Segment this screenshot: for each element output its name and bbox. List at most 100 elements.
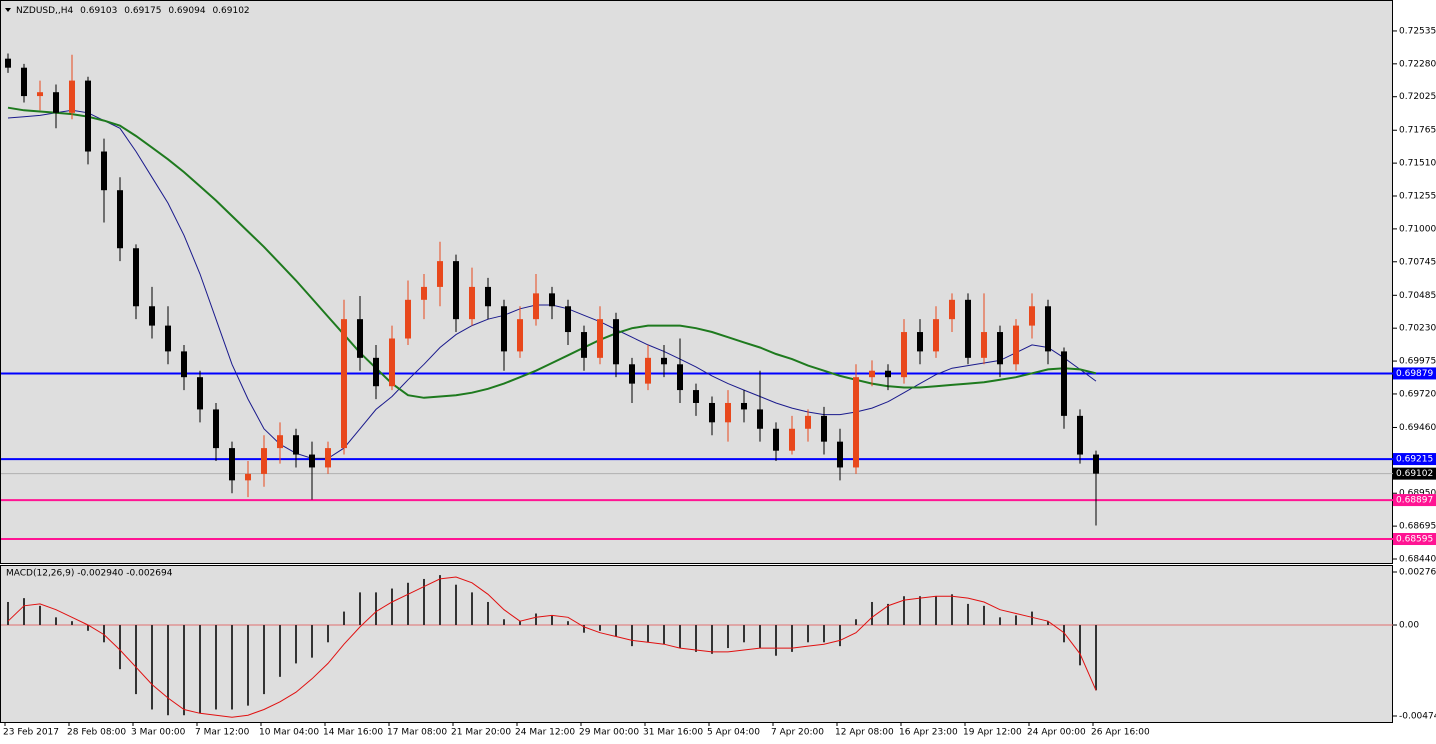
x-tick-label: 29 Mar 00:00 <box>579 728 639 738</box>
macd-bar <box>391 588 393 626</box>
y-tick-label: 0.002762 <box>1399 568 1436 578</box>
macd-bar <box>951 594 953 626</box>
candle-body <box>165 325 171 352</box>
candle-body <box>309 454 315 468</box>
signal-line <box>7 576 1097 718</box>
macd-bar <box>183 625 185 716</box>
candle-body <box>533 293 539 320</box>
y-tick-label: 0.72280 <box>1399 59 1436 69</box>
candle-body <box>789 428 795 451</box>
candle-body <box>53 92 59 113</box>
macd-bar <box>455 584 457 626</box>
macd-bar <box>423 578 425 626</box>
x-tick-label: 21 Mar 20:00 <box>451 728 511 738</box>
candle-body <box>21 67 27 97</box>
macd-bar <box>615 625 617 637</box>
macd-bar <box>599 625 601 631</box>
macd-title: MACD(12,26,9) -0.002940 -0.002694 <box>6 569 173 579</box>
macd-bar <box>695 625 697 652</box>
candle-body <box>85 80 91 152</box>
macd-bar <box>247 625 249 706</box>
candle-body <box>757 409 763 429</box>
candle-body <box>565 306 571 333</box>
x-tick-label: 24 Apr 00:00 <box>1027 728 1086 738</box>
macd-bar <box>1095 625 1097 691</box>
macd-bar <box>375 592 377 626</box>
menu-arrow[interactable] <box>5 8 11 12</box>
x-tick-label: 17 Mar 08:00 <box>387 728 447 738</box>
macd-bar <box>679 625 681 649</box>
candle-body <box>293 435 299 455</box>
x-tick-label: 31 Mar 16:00 <box>643 728 703 738</box>
candle-body <box>581 332 587 358</box>
candle-body <box>325 448 331 468</box>
candle-body <box>37 92 43 97</box>
macd-bar <box>343 611 345 626</box>
candle-body <box>69 80 75 113</box>
candle-body <box>373 357 379 387</box>
candle-body <box>949 299 955 320</box>
macd-bar <box>279 625 281 677</box>
macd-bar <box>103 625 105 643</box>
y-tick-label: -0.004740 <box>1399 712 1436 722</box>
macd-bar <box>663 625 665 645</box>
x-tick-label: 28 Feb 08:00 <box>67 728 126 738</box>
candle-body <box>261 448 267 474</box>
macd-bar <box>23 598 25 626</box>
candle-body <box>1029 306 1035 326</box>
y-tick-label: 0.72535 <box>1399 26 1436 36</box>
macd-bar <box>167 625 169 716</box>
macd-bar <box>119 625 121 670</box>
open-value: 0.69103 <box>80 6 117 16</box>
x-tick-label: 23 Feb 2017 <box>3 728 59 738</box>
x-tick-label: 19 Apr 12:00 <box>963 728 1022 738</box>
macd-bar <box>503 619 505 626</box>
candle-body <box>597 319 603 358</box>
x-tick-label: 7 Mar 12:00 <box>195 728 250 738</box>
candle-body <box>661 357 667 365</box>
candle-body <box>149 306 155 326</box>
candle-body <box>693 390 699 403</box>
level-label: 0.69879 <box>1396 369 1433 379</box>
macd-bar <box>471 592 473 626</box>
candle-body <box>245 473 251 481</box>
macd-bar <box>1015 615 1017 626</box>
macd-bar <box>903 596 905 626</box>
candle-body <box>133 248 139 307</box>
macd-bar <box>807 625 809 643</box>
candle-body <box>437 261 443 287</box>
y-tick-label: 0.68695 <box>1399 522 1436 532</box>
candle-body <box>1013 325 1019 365</box>
candle-body <box>213 409 219 449</box>
candle-body <box>917 332 923 352</box>
macd-bar <box>71 621 73 626</box>
x-tick-label: 12 Apr 08:00 <box>835 728 894 738</box>
x-tick-label: 24 Mar 12:00 <box>515 728 575 738</box>
candle-body <box>805 415 811 429</box>
y-tick-label: 0.69975 <box>1399 357 1436 367</box>
x-tick-label: 26 Apr 16:00 <box>1091 728 1150 738</box>
macd-bar <box>135 625 137 695</box>
macd-bar <box>215 625 217 710</box>
macd-bar <box>631 625 633 647</box>
candle-body <box>1045 306 1051 352</box>
x-tick-label: 10 Mar 04:00 <box>259 728 319 738</box>
candle-body <box>501 306 507 352</box>
candle-body <box>677 364 683 391</box>
candle-body <box>357 319 363 358</box>
macd-bar <box>7 601 9 626</box>
candle-body <box>421 286 427 300</box>
macd-bar <box>743 625 745 643</box>
y-tick-label: 0.71765 <box>1399 126 1436 136</box>
macd-bar <box>1031 611 1033 626</box>
macd-bar <box>999 617 1001 626</box>
macd-bar <box>839 625 841 647</box>
y-tick-label: 0.71255 <box>1399 192 1436 202</box>
candle-body <box>981 332 987 358</box>
candle-body <box>1093 454 1099 474</box>
candle-body <box>885 370 891 378</box>
level-label-box <box>1393 367 1436 380</box>
candle-body <box>645 357 651 384</box>
